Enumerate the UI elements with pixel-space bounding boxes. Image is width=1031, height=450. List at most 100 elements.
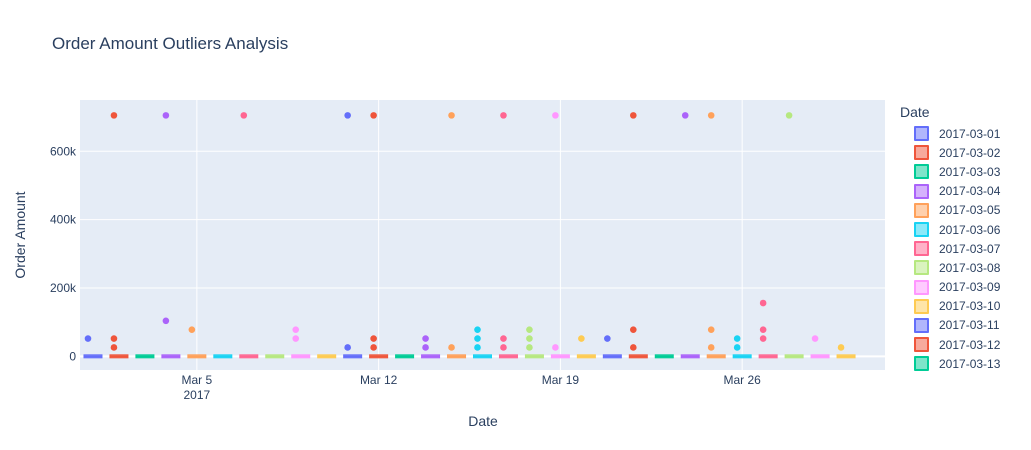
box-2017-03-03[interactable]	[135, 354, 155, 359]
outlier-point[interactable]	[422, 344, 429, 351]
outlier-point[interactable]	[162, 112, 170, 119]
box-2017-03-04[interactable]	[680, 112, 700, 359]
box-2017-03-05[interactable]	[706, 112, 726, 359]
legend-title: Date	[900, 104, 930, 120]
legend-item[interactable]: 2017-03-03	[900, 162, 1000, 181]
legend-swatch	[914, 164, 929, 180]
outlier-point[interactable]	[292, 326, 300, 333]
legend-item[interactable]: 2017-03-13	[900, 354, 1000, 373]
outlier-point[interactable]	[552, 344, 559, 351]
box-2017-03-06[interactable]	[213, 354, 233, 359]
box-2017-03-06[interactable]	[732, 335, 752, 359]
x-tick-label: Mar 5	[182, 373, 213, 387]
box-2017-03-01[interactable]	[83, 335, 103, 359]
legend-item[interactable]: 2017-03-08	[900, 258, 1000, 277]
outlier-point[interactable]	[630, 112, 637, 119]
legend-item[interactable]: 2017-03-04	[900, 182, 1000, 201]
box-2017-03-09[interactable]	[810, 335, 830, 359]
legend-label: 2017-03-02	[939, 145, 1001, 160]
outlier-point[interactable]	[630, 326, 637, 333]
outlier-point[interactable]	[370, 112, 377, 119]
outlier-point[interactable]	[811, 335, 819, 342]
outlier-point[interactable]	[344, 112, 351, 119]
legend-item[interactable]: 2017-03-11	[900, 316, 1000, 335]
outlier-point[interactable]	[759, 326, 767, 333]
legend-item[interactable]: 2017-03-12	[900, 335, 1000, 354]
outlier-point[interactable]	[500, 344, 507, 351]
outlier-point[interactable]	[162, 317, 170, 325]
box-2017-03-07[interactable]	[498, 112, 518, 359]
outlier-point[interactable]	[681, 112, 689, 119]
box-2017-03-04[interactable]	[161, 112, 181, 359]
outlier-point[interactable]	[500, 112, 507, 119]
legend-item[interactable]: 2017-03-10	[900, 297, 1000, 316]
outlier-point[interactable]	[422, 335, 429, 342]
outlier-point[interactable]	[110, 112, 118, 119]
box-2017-03-09[interactable]	[550, 112, 570, 359]
legend-item[interactable]: 2017-03-05	[900, 201, 1000, 220]
outlier-point[interactable]	[733, 335, 741, 342]
outlier-point[interactable]	[292, 335, 300, 342]
box-2017-03-08[interactable]	[265, 354, 285, 359]
outlier-point[interactable]	[84, 335, 92, 342]
outlier-point[interactable]	[474, 344, 481, 351]
legend-item[interactable]: 2017-03-07	[900, 239, 1000, 258]
box-2017-03-04[interactable]	[421, 335, 441, 359]
outlier-point[interactable]	[707, 326, 715, 333]
chart-title: Order Amount Outliers Analysis	[52, 34, 289, 53]
box-2017-03-03[interactable]	[395, 354, 415, 359]
box-2017-03-02[interactable]	[109, 112, 129, 359]
x-tick-label: Mar 19	[542, 373, 580, 387]
outlier-point[interactable]	[500, 335, 507, 342]
legend-item[interactable]: 2017-03-09	[900, 278, 1000, 297]
box-2017-03-07[interactable]	[758, 299, 778, 359]
box-2017-03-05[interactable]	[187, 326, 207, 359]
box-2017-03-01[interactable]	[343, 112, 363, 359]
box-2017-03-10[interactable]	[836, 344, 856, 359]
outlier-point[interactable]	[474, 335, 481, 342]
outlier-point[interactable]	[759, 299, 767, 307]
outlier-point[interactable]	[344, 344, 351, 351]
box-2017-03-07[interactable]	[239, 112, 259, 359]
legend-item[interactable]: 2017-03-01	[900, 124, 1000, 143]
box-2017-03-09[interactable]	[291, 326, 311, 359]
outlier-point[interactable]	[110, 335, 118, 342]
outlier-point[interactable]	[240, 112, 248, 119]
outlier-point[interactable]	[733, 344, 741, 351]
box-2017-03-02[interactable]	[369, 112, 389, 359]
box-2017-03-06[interactable]	[473, 326, 492, 359]
box-2017-03-01[interactable]	[602, 335, 622, 359]
y-tick-labels: 0 200k 400k 600k	[50, 144, 77, 363]
legend-item[interactable]: 2017-03-02	[900, 143, 1000, 162]
outlier-point[interactable]	[630, 344, 637, 351]
legend-label: 2017-03-03	[939, 164, 1001, 179]
outlier-point[interactable]	[785, 112, 793, 119]
outlier-point[interactable]	[474, 326, 481, 333]
outlier-point[interactable]	[604, 335, 611, 342]
outlier-point[interactable]	[707, 112, 715, 119]
outlier-point[interactable]	[759, 335, 767, 342]
outlier-point[interactable]	[448, 112, 455, 119]
box-2017-03-10[interactable]	[317, 354, 337, 359]
outlier-point[interactable]	[578, 335, 585, 342]
outlier-point[interactable]	[188, 326, 196, 333]
outlier-point[interactable]	[370, 335, 377, 342]
box-2017-03-05[interactable]	[447, 112, 467, 359]
outlier-point[interactable]	[526, 335, 533, 342]
outlier-point[interactable]	[448, 344, 455, 351]
box-2017-03-08[interactable]	[524, 326, 544, 359]
box-2017-03-10[interactable]	[576, 335, 596, 359]
legend-item[interactable]: 2017-03-06	[900, 220, 1000, 239]
box-2017-03-03[interactable]	[654, 354, 674, 359]
outlier-point[interactable]	[110, 344, 118, 351]
outlier-point[interactable]	[370, 344, 377, 351]
outlier-point[interactable]	[707, 344, 715, 351]
outlier-point[interactable]	[552, 112, 559, 119]
box-2017-03-08[interactable]	[784, 112, 804, 359]
outlier-point[interactable]	[837, 344, 845, 351]
outlier-point[interactable]	[526, 344, 533, 351]
outlier-point[interactable]	[526, 326, 533, 333]
y-axis-title: Order Amount	[12, 191, 28, 278]
box-2017-03-02[interactable]	[628, 112, 648, 359]
